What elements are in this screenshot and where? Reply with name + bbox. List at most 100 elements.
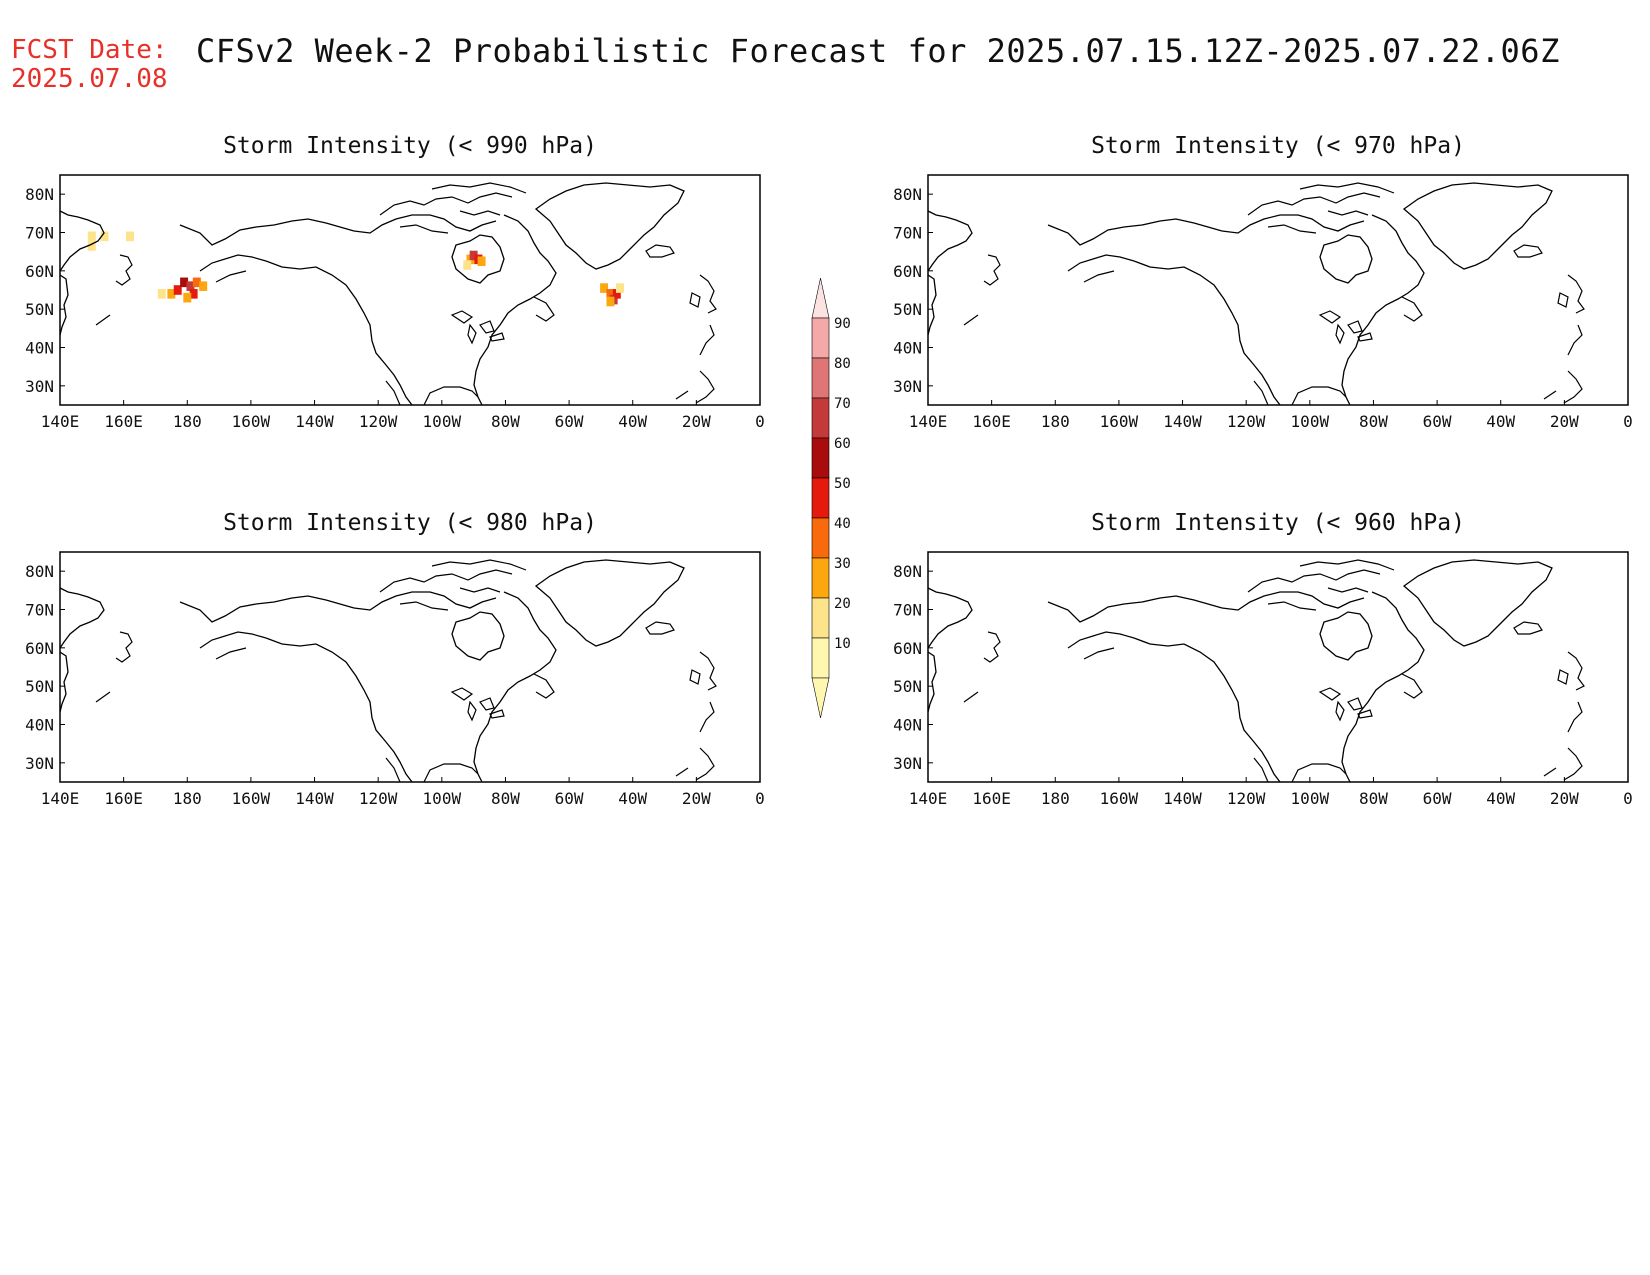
panel-990: Storm Intensity (< 990 hPa) 140E 160E 180 1… bbox=[25, 133, 765, 431]
lat-tick-label: 30N bbox=[25, 754, 54, 773]
lon-tick-label: 160W bbox=[1100, 412, 1139, 431]
prob-cell-p990-11 bbox=[183, 292, 192, 303]
colorbar-label: 60 bbox=[834, 436, 851, 452]
lon-tick-label: 140W bbox=[1163, 789, 1202, 808]
panel-970-title: Storm Intensity (< 970 hPa) bbox=[1091, 133, 1465, 159]
lon-tick-label: 80W bbox=[491, 412, 520, 431]
colorbar-label: 70 bbox=[834, 396, 851, 412]
lon-tick-label: 100W bbox=[1291, 412, 1330, 431]
lon-tick-label: 100W bbox=[1291, 789, 1330, 808]
colorbar-box bbox=[811, 557, 830, 599]
colorbar-box bbox=[811, 317, 830, 359]
lon-tick-label: 180 bbox=[1041, 412, 1070, 431]
main-title: CFSv2 Week-2 Probabilistic Forecast for … bbox=[196, 32, 1560, 70]
lon-tick-label: 0 bbox=[1623, 789, 1633, 808]
lat-tick-label: 40N bbox=[893, 716, 922, 735]
prob-cell-p990-7 bbox=[180, 277, 189, 288]
lat-tick-label: 80N bbox=[25, 185, 54, 204]
lon-tick-label: 120W bbox=[1227, 789, 1266, 808]
lon-tick-label: 0 bbox=[755, 412, 765, 431]
lon-tick-label: 60W bbox=[1423, 412, 1452, 431]
colorbar-box bbox=[811, 397, 830, 439]
lon-tick-label: 140E bbox=[41, 412, 80, 431]
lon-tick-label: 160W bbox=[1100, 789, 1139, 808]
colorbar-label: 90 bbox=[834, 316, 851, 332]
lon-tick-label: 80W bbox=[1359, 789, 1388, 808]
colorbar-box bbox=[811, 357, 830, 399]
lon-tick-label: 140E bbox=[909, 789, 948, 808]
panel-990-frame bbox=[59, 174, 761, 406]
lon-tick-label: 160W bbox=[232, 412, 271, 431]
colorbar-box bbox=[811, 637, 830, 679]
colorbar-box bbox=[811, 477, 830, 519]
forecast-date-label: FCST Date: bbox=[11, 35, 168, 65]
lon-tick-label: 180 bbox=[1041, 789, 1070, 808]
lon-tick-label: 180 bbox=[173, 789, 202, 808]
prob-cell-p990-8 bbox=[186, 281, 195, 291]
lon-tick-label: 100W bbox=[423, 412, 462, 431]
lat-tick-label: 70N bbox=[25, 224, 54, 243]
prob-cell-p990-0 bbox=[87, 231, 96, 242]
lat-tick-label: 40N bbox=[25, 716, 54, 735]
lon-tick-label: 40W bbox=[1486, 412, 1515, 431]
panel-960-coastline bbox=[927, 559, 1585, 783]
prob-cell-p990-4 bbox=[157, 289, 166, 299]
forecast-date-value: 2025.07.08 bbox=[11, 64, 168, 94]
lon-tick-label: 20W bbox=[682, 412, 711, 431]
lat-tick-label: 30N bbox=[893, 754, 922, 773]
lon-tick-label: 20W bbox=[1550, 789, 1579, 808]
colorbar-bottom-arrow bbox=[811, 677, 830, 719]
prob-cell-p990-16 bbox=[477, 256, 486, 267]
panel-970-coastline bbox=[927, 182, 1585, 406]
forecast-date: FCST Date: 2025.07.08 bbox=[11, 36, 168, 94]
colorbar-label: 80 bbox=[834, 356, 851, 372]
lon-tick-label: 120W bbox=[359, 789, 398, 808]
lon-tick-label: 140W bbox=[295, 789, 334, 808]
colorbar-box bbox=[811, 517, 830, 559]
panel-980-coastline bbox=[59, 559, 717, 783]
lat-tick-label: 80N bbox=[893, 185, 922, 204]
colorbar-label: 20 bbox=[834, 596, 851, 612]
lon-tick-label: 20W bbox=[682, 789, 711, 808]
lon-tick-label: 0 bbox=[755, 789, 765, 808]
lat-tick-label: 30N bbox=[893, 377, 922, 396]
lon-tick-label: 120W bbox=[359, 412, 398, 431]
prob-cell-p990-3 bbox=[126, 231, 134, 242]
colorbar-top-arrow bbox=[811, 277, 830, 319]
lon-tick-label: 20W bbox=[1550, 412, 1579, 431]
panel-960-frame bbox=[927, 551, 1629, 783]
prob-cell-p990-9 bbox=[189, 289, 198, 299]
prob-cell-p990-12 bbox=[199, 281, 208, 291]
panel-960-title: Storm Intensity (< 960 hPa) bbox=[1091, 510, 1465, 536]
prob-cell-p990-2 bbox=[87, 241, 96, 251]
panel-990-ticks: 140E 160E 180 160W 140W 120W 100W 80W 60W 40W 20W 0… bbox=[25, 185, 765, 431]
prob-cell-p990-18 bbox=[600, 283, 609, 293]
prob-cell-p990-10 bbox=[192, 277, 201, 288]
lon-tick-label: 180 bbox=[173, 412, 202, 431]
colorbar-box bbox=[811, 437, 830, 479]
lon-tick-label: 140E bbox=[41, 789, 80, 808]
panel-990-cells bbox=[87, 231, 624, 307]
prob-cell-p990-19 bbox=[606, 289, 615, 299]
panel-970-frame bbox=[927, 174, 1629, 406]
colorbar-label: 40 bbox=[834, 516, 851, 532]
panel-970: Storm Intensity (< 970 hPa) 140E 160E 180 1… bbox=[893, 133, 1633, 431]
lon-tick-label: 60W bbox=[1423, 789, 1452, 808]
colorbar-box bbox=[811, 597, 830, 639]
prob-cell-p990-22 bbox=[606, 296, 615, 307]
prob-cell-p990-1 bbox=[100, 231, 109, 242]
prob-cell-p990-14 bbox=[469, 250, 478, 261]
panel-980-title: Storm Intensity (< 980 hPa) bbox=[223, 510, 597, 536]
lon-tick-label: 40W bbox=[1486, 789, 1515, 808]
lon-tick-label: 0 bbox=[1623, 412, 1633, 431]
prob-cell-p990-5 bbox=[167, 289, 176, 299]
panel-980-frame bbox=[59, 551, 761, 783]
lon-tick-label: 40W bbox=[618, 412, 647, 431]
colorbar-label: 30 bbox=[834, 556, 851, 572]
lon-tick-label: 60W bbox=[555, 789, 584, 808]
prob-cell-p990-21 bbox=[612, 289, 621, 299]
lon-tick-label: 140W bbox=[295, 412, 334, 431]
lon-tick-label: 60W bbox=[555, 412, 584, 431]
lat-tick-label: 50N bbox=[893, 677, 922, 696]
